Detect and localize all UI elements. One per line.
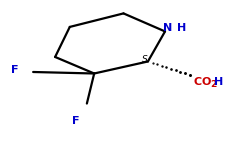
Text: F: F xyxy=(72,116,80,126)
Text: H: H xyxy=(214,77,224,87)
Text: 2: 2 xyxy=(211,80,217,89)
Text: O: O xyxy=(202,77,211,87)
Text: S: S xyxy=(142,55,147,64)
Text: H: H xyxy=(177,23,186,33)
Text: F: F xyxy=(11,65,19,75)
Text: N: N xyxy=(163,23,172,33)
Text: C: C xyxy=(193,77,201,87)
